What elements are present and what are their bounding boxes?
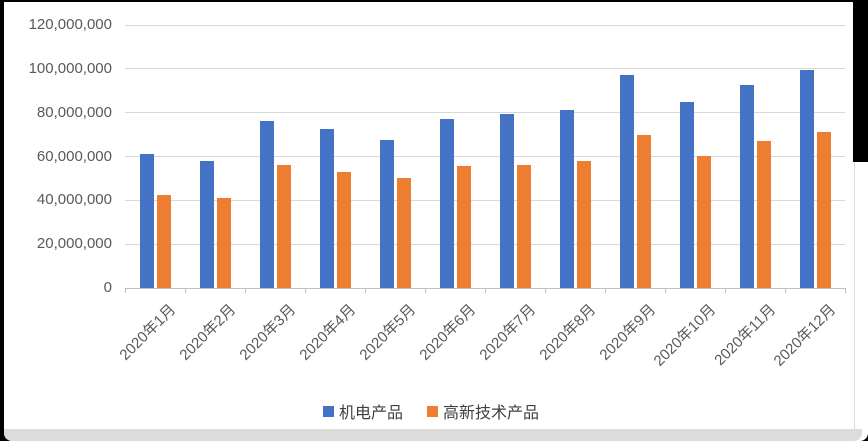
legend-item-series-0: 机电产品 — [322, 399, 403, 423]
x-axis-tick — [545, 288, 546, 293]
x-axis-tick — [365, 288, 366, 293]
gridline-100000000 — [125, 68, 845, 70]
legend-label-series-0: 机电产品 — [338, 405, 403, 422]
bar-高新技术产品-2020年8月 — [577, 161, 591, 288]
x-axis-tick — [785, 288, 786, 293]
x-axis-category-label: 2020年10月 — [650, 301, 720, 370]
x-axis-category-label: 2020年4月 — [296, 301, 360, 364]
x-axis-tick — [245, 288, 246, 293]
gridline-20000000 — [125, 243, 845, 245]
bar-高新技术产品-2020年9月 — [637, 135, 651, 288]
x-axis-category-label: 2020年7月 — [476, 301, 540, 364]
bar-机电产品-2020年6月 — [440, 119, 454, 288]
x-axis-category-label: 2020年1月 — [116, 301, 180, 364]
gridline-120000000 — [125, 24, 845, 26]
x-axis-category-label: 2020年5月 — [356, 301, 420, 364]
bar-机电产品-2020年12月 — [800, 70, 814, 288]
y-axis-tick-label: 0 — [103, 279, 112, 296]
x-axis-tick — [605, 288, 606, 293]
frame-edge-right — [853, 2, 868, 162]
x-axis-tick — [485, 288, 486, 293]
x-axis-tick — [305, 288, 306, 293]
bar-机电产品-2020年5月 — [380, 140, 394, 288]
bar-高新技术产品-2020年6月 — [457, 166, 471, 288]
legend: 机电产品 高新技术产品 — [4, 399, 858, 423]
bar-高新技术产品-2020年7月 — [517, 165, 531, 288]
gridline-40000000 — [125, 199, 845, 201]
legend-item-series-1: 高新技术产品 — [427, 399, 539, 423]
x-axis-category-label: 2020年8月 — [536, 301, 600, 364]
bar-机电产品-2020年4月 — [320, 129, 334, 288]
x-axis-category-label: 2020年12月 — [770, 301, 840, 370]
chart-canvas: 2020年1月 2020年2月 2020年3月 2020年4月 2020年5月 2020年… — [4, 2, 868, 441]
x-axis-category-label: 2020年6月 — [416, 301, 480, 364]
y-axis-tick-label: 100,000,000 — [28, 59, 112, 77]
x-axis-category-label: 2020年11月 — [711, 301, 780, 369]
x-axis-tick — [665, 288, 666, 293]
x-axis-tick — [185, 288, 186, 293]
bar-高新技术产品-2020年5月 — [397, 178, 411, 288]
gridline-60000000 — [125, 156, 845, 157]
bar-高新技术产品-2020年4月 — [337, 172, 351, 288]
x-axis-category-label: 2020年2月 — [176, 301, 240, 364]
bar-机电产品-2020年11月 — [740, 85, 754, 288]
bar-高新技术产品-2020年3月 — [277, 165, 291, 288]
frame-edge-line — [854, 162, 855, 441]
bar-高新技术产品-2020年1月 — [157, 195, 171, 288]
x-axis-tick — [425, 288, 426, 293]
bar-高新技术产品-2020年10月 — [697, 156, 711, 288]
legend-swatch-blue — [322, 405, 334, 417]
y-axis-tick-label: 120,000,000 — [28, 16, 112, 33]
legend-swatch-orange — [427, 405, 438, 417]
y-axis-tick-label: 80,000,000 — [36, 103, 112, 121]
x-axis-tick — [125, 288, 126, 293]
bar-机电产品-2020年8月 — [560, 110, 574, 288]
bottom-edge-strip — [4, 429, 862, 441]
bar-高新技术产品-2020年2月 — [217, 198, 231, 288]
bar-机电产品-2020年2月 — [200, 161, 214, 288]
x-axis-tick — [845, 288, 846, 293]
gridline-80000000 — [125, 112, 845, 114]
y-axis-tick-label: 40,000,000 — [36, 191, 112, 209]
plot-area: 2020年1月 2020年2月 2020年3月 2020年4月 2020年5月 2020年… — [116, 24, 845, 370]
bar-机电产品-2020年9月 — [620, 75, 634, 288]
legend-label-series-1: 高新技术产品 — [443, 405, 540, 422]
x-axis-category-label: 2020年3月 — [236, 301, 300, 364]
bar-机电产品-2020年7月 — [500, 114, 514, 288]
bar-机电产品-2020年10月 — [680, 102, 694, 288]
bar-高新技术产品-2020年11月 — [757, 141, 771, 288]
x-axis-tick — [725, 288, 726, 293]
y-axis-tick-label: 20,000,000 — [36, 235, 112, 253]
y-axis-tick-label: 60,000,000 — [36, 147, 112, 165]
bar-机电产品-2020年1月 — [140, 154, 154, 288]
bar-机电产品-2020年3月 — [260, 121, 274, 288]
bar-高新技术产品-2020年12月 — [817, 132, 831, 288]
